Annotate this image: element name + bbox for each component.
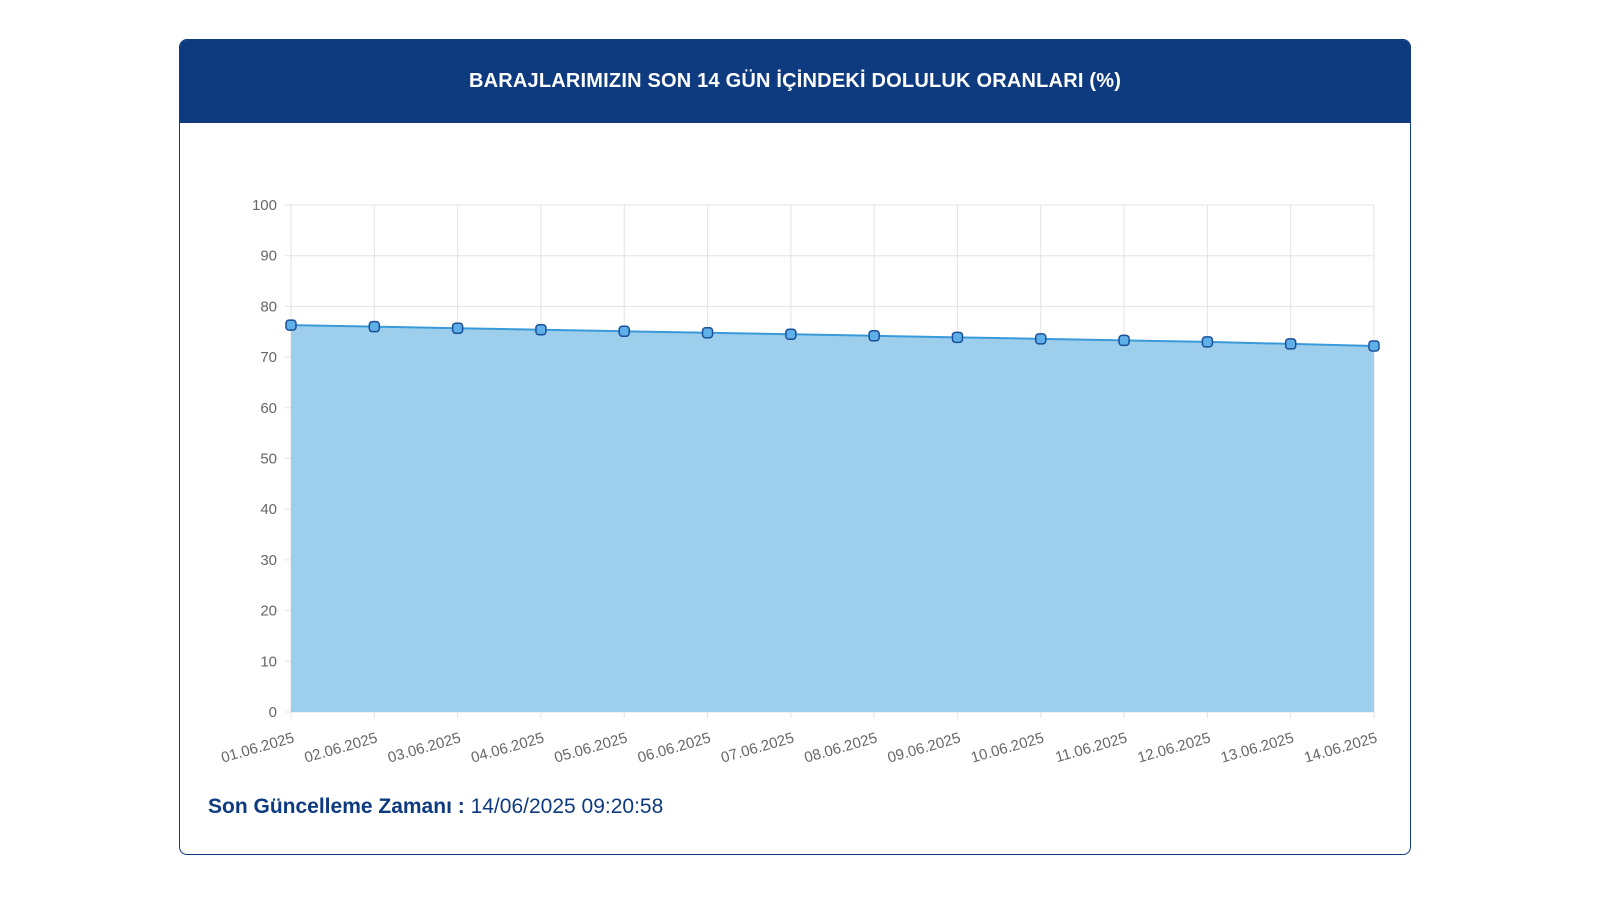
data-point[interactable] bbox=[1035, 333, 1047, 345]
y-tick-label: 10 bbox=[260, 653, 277, 670]
y-tick-label: 90 bbox=[260, 248, 277, 265]
y-tick-label: 70 bbox=[260, 349, 277, 366]
x-tick-label: 05.06.2025 bbox=[552, 730, 629, 763]
data-point[interactable] bbox=[285, 319, 297, 331]
chart-area: 0 10 20 30 40 50 60 70 80 90 100 01.06.2025 02.06.2… bbox=[180, 123, 1409, 763]
area-fill bbox=[291, 325, 1374, 712]
y-tick-label: 60 bbox=[260, 400, 277, 417]
data-point[interactable] bbox=[785, 328, 797, 341]
x-tick-label: 13.06.2025 bbox=[1219, 730, 1296, 763]
data-points bbox=[285, 319, 1380, 352]
x-tick-label: 04.06.2025 bbox=[469, 730, 546, 763]
x-tick-label: 12.06.2025 bbox=[1136, 730, 1213, 763]
last-update-value: 14/06/2025 09:20:58 bbox=[470, 795, 664, 818]
x-tick-label: 01.06.2025 bbox=[219, 730, 296, 763]
y-tick-label: 50 bbox=[260, 451, 277, 468]
data-point[interactable] bbox=[451, 322, 464, 334]
y-tick-label: 20 bbox=[260, 603, 277, 620]
x-tick-label: 03.06.2025 bbox=[386, 730, 463, 763]
chart-header: BARAJLARIMIZIN SON 14 GÜN İÇİNDEKİ DOLUL… bbox=[180, 40, 1410, 123]
x-tick-label: 07.06.2025 bbox=[719, 730, 796, 763]
data-point[interactable] bbox=[1368, 340, 1380, 352]
x-axis-ticks: 01.06.2025 02.06.2025 03.06.2025 04.06.2025… bbox=[219, 730, 1379, 763]
data-point[interactable] bbox=[618, 325, 630, 337]
last-update: Son Güncelleme Zamanı : 14/06/2025 09:20… bbox=[208, 795, 663, 819]
data-point[interactable] bbox=[1201, 336, 1214, 348]
data-point[interactable] bbox=[701, 327, 714, 339]
chart-card: BARAJLARIMIZIN SON 14 GÜN İÇİNDEKİ DOLUL… bbox=[179, 39, 1411, 855]
y-tick-label: 30 bbox=[260, 552, 277, 569]
data-point[interactable] bbox=[1284, 338, 1297, 350]
y-tick-label: 80 bbox=[260, 298, 277, 315]
data-point[interactable] bbox=[1118, 334, 1130, 347]
y-tick-label: 100 bbox=[252, 197, 277, 214]
data-point[interactable] bbox=[535, 323, 547, 336]
x-tick-label: 06.06.2025 bbox=[636, 730, 713, 763]
area-chart: 0 10 20 30 40 50 60 70 80 90 100 01.06.2025 02.06.2… bbox=[219, 197, 1380, 763]
x-tick-label: 09.06.2025 bbox=[886, 730, 963, 763]
series-line bbox=[290, 324, 1375, 347]
chart-title: BARAJLARIMIZIN SON 14 GÜN İÇİNDEKİ DOLUL… bbox=[468, 70, 1122, 92]
x-tick-label: 10.06.2025 bbox=[969, 730, 1046, 763]
x-tick-label: 08.06.2025 bbox=[802, 730, 879, 763]
y-tick-label: 0 bbox=[269, 704, 277, 721]
data-point[interactable] bbox=[951, 331, 964, 344]
x-tick-label: 02.06.2025 bbox=[303, 730, 380, 763]
y-tick-label: 40 bbox=[260, 501, 277, 518]
data-point[interactable] bbox=[368, 320, 381, 333]
y-axis-ticks: 0 10 20 30 40 50 60 70 80 90 100 bbox=[252, 197, 277, 721]
last-update-label: Son Güncelleme Zamanı : bbox=[208, 795, 465, 818]
data-point[interactable] bbox=[868, 330, 880, 342]
x-tick-label: 11.06.2025 bbox=[1053, 730, 1129, 763]
x-tick-label: 14.06.2025 bbox=[1302, 730, 1379, 763]
